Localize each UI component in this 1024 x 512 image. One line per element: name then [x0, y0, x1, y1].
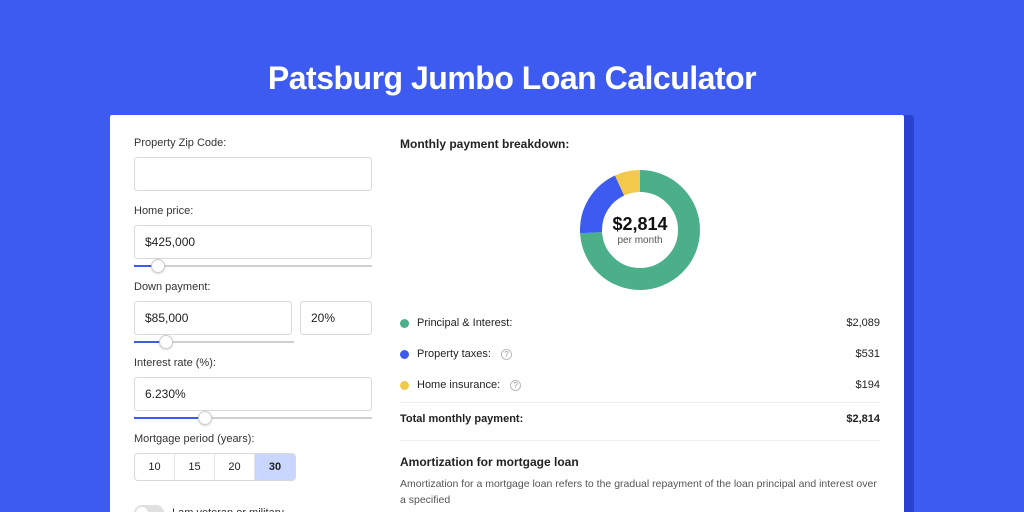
- donut-amount: $2,814: [612, 214, 667, 235]
- period-15-button[interactable]: 15: [175, 454, 215, 480]
- price-field-group: Home price:: [134, 205, 372, 267]
- legend-value: $2,089: [846, 317, 880, 329]
- down-slider-thumb[interactable]: [159, 335, 173, 349]
- breakdown-heading: Monthly payment breakdown:: [400, 137, 880, 151]
- period-label: Mortgage period (years):: [134, 433, 372, 445]
- total-label: Total monthly payment:: [400, 413, 523, 425]
- price-label: Home price:: [134, 205, 372, 217]
- rate-label: Interest rate (%):: [134, 357, 372, 369]
- divider: [400, 440, 880, 441]
- legend-label: Home insurance:: [417, 379, 500, 391]
- veteran-toggle[interactable]: [134, 505, 164, 512]
- rate-field-group: Interest rate (%):: [134, 357, 372, 419]
- legend-label: Property taxes:: [417, 348, 491, 360]
- legend-total: Total monthly payment: $2,814: [400, 402, 880, 434]
- price-input[interactable]: [134, 225, 372, 259]
- legend-insurance: Home insurance: ? $194: [400, 369, 880, 400]
- dot-icon: [400, 350, 409, 359]
- help-icon[interactable]: ?: [510, 380, 521, 391]
- veteran-toggle-row: I am veteran or military: [134, 505, 372, 512]
- form-column: Property Zip Code: Home price: Down paym…: [134, 137, 372, 512]
- zip-field-group: Property Zip Code:: [134, 137, 372, 191]
- down-amount-input[interactable]: [134, 301, 292, 335]
- donut-sub: per month: [612, 235, 667, 246]
- period-10-button[interactable]: 10: [135, 454, 175, 480]
- veteran-label: I am veteran or military: [172, 507, 284, 512]
- donut-chart-container: $2,814 per month: [400, 161, 880, 307]
- amortization-text: Amortization for a mortgage loan refers …: [400, 477, 880, 509]
- down-pct-input[interactable]: [300, 301, 372, 335]
- period-20-button[interactable]: 20: [215, 454, 255, 480]
- period-field-group: Mortgage period (years): 10 15 20 30: [134, 433, 372, 481]
- card-shadow: Property Zip Code: Home price: Down paym…: [110, 115, 914, 512]
- price-slider-thumb[interactable]: [151, 259, 165, 273]
- down-slider[interactable]: [134, 341, 294, 343]
- legend-label: Principal & Interest:: [417, 317, 512, 329]
- down-label: Down payment:: [134, 281, 372, 293]
- zip-input[interactable]: [134, 157, 372, 191]
- zip-label: Property Zip Code:: [134, 137, 372, 149]
- dot-icon: [400, 381, 409, 390]
- period-30-button[interactable]: 30: [255, 454, 295, 480]
- calculator-card: Property Zip Code: Home price: Down paym…: [110, 115, 904, 512]
- amortization-heading: Amortization for mortgage loan: [400, 455, 880, 469]
- legend-value: $531: [856, 348, 880, 360]
- price-slider[interactable]: [134, 265, 372, 267]
- help-icon[interactable]: ?: [501, 349, 512, 360]
- rate-input[interactable]: [134, 377, 372, 411]
- payment-donut-chart: $2,814 per month: [577, 167, 703, 293]
- rate-slider-thumb[interactable]: [198, 411, 212, 425]
- total-value: $2,814: [846, 413, 880, 425]
- breakdown-column: Monthly payment breakdown: $2,814 per mo…: [400, 137, 880, 512]
- dot-icon: [400, 319, 409, 328]
- legend-principal: Principal & Interest: $2,089: [400, 307, 880, 338]
- down-field-group: Down payment:: [134, 281, 372, 343]
- legend-taxes: Property taxes: ? $531: [400, 338, 880, 369]
- rate-slider[interactable]: [134, 417, 372, 419]
- donut-center: $2,814 per month: [612, 214, 667, 246]
- page-title: Patsburg Jumbo Loan Calculator: [0, 0, 1024, 115]
- legend-value: $194: [856, 379, 880, 391]
- period-selector: 10 15 20 30: [134, 453, 296, 481]
